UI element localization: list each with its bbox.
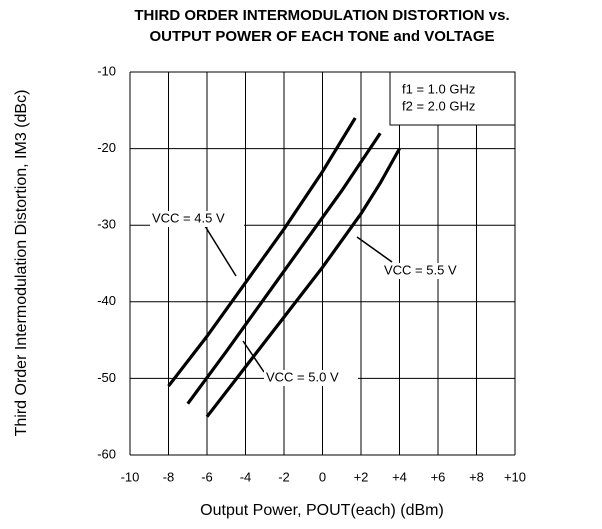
x-tick-label: +4 — [392, 469, 407, 484]
y-tick-label: -10 — [97, 63, 116, 78]
y-axis-label: Third Order Intermodulation Distortion, … — [13, 90, 30, 437]
note: f1 = 1.0 GHz — [402, 81, 475, 96]
note: f2 = 2.0 GHz — [402, 98, 475, 113]
y-tick-label: -30 — [97, 217, 116, 232]
x-tick-label: +8 — [469, 469, 484, 484]
x-tick-label: 0 — [319, 469, 326, 484]
label-bg — [150, 211, 244, 227]
line — [205, 147, 401, 418]
x-tick-label: -2 — [278, 469, 290, 484]
x-tick-label: -6 — [201, 469, 213, 484]
line — [167, 117, 357, 388]
x-tick-label: -4 — [240, 469, 252, 484]
x-tick-label: +10 — [504, 469, 526, 484]
y-tick-label: -60 — [97, 446, 116, 461]
leader-line — [356, 236, 393, 263]
chart-title: THIRD ORDER INTERMODULATION DISTORTION v… — [134, 7, 509, 24]
series-label: VCC = 4.5 V — [152, 210, 225, 225]
x-tick-label: -8 — [163, 469, 175, 484]
x-tick-label: -10 — [121, 469, 140, 484]
y-tick-label: -50 — [97, 370, 116, 385]
label-bg — [382, 263, 476, 279]
label-bg — [264, 370, 358, 386]
y-tick-label: -40 — [97, 293, 116, 308]
chart-title: OUTPUT POWER OF EACH TONE and VOLTAGE — [149, 28, 494, 45]
series-label: VCC = 5.5 V — [384, 262, 457, 277]
x-tick-label: +2 — [354, 469, 369, 484]
series-label: VCC = 5.0 V — [266, 369, 339, 384]
x-tick-label: +6 — [431, 469, 446, 484]
line — [186, 132, 382, 405]
y-tick-label: -20 — [97, 140, 116, 155]
x-axis-label: Output Power, POUT(each) (dBm) — [200, 502, 444, 519]
note-box — [389, 71, 516, 126]
leader-line — [204, 225, 237, 277]
